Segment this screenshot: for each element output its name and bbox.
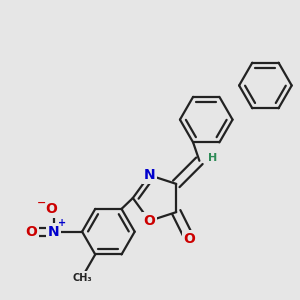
Text: N: N [48, 225, 60, 239]
Text: −: − [37, 197, 46, 208]
Text: O: O [46, 202, 58, 216]
Text: +: + [58, 218, 66, 227]
Text: CH₃: CH₃ [72, 273, 92, 283]
Text: O: O [26, 225, 38, 239]
Text: H: H [208, 154, 218, 164]
Text: O: O [143, 214, 155, 228]
Text: O: O [184, 232, 196, 246]
Text: N: N [144, 168, 155, 182]
